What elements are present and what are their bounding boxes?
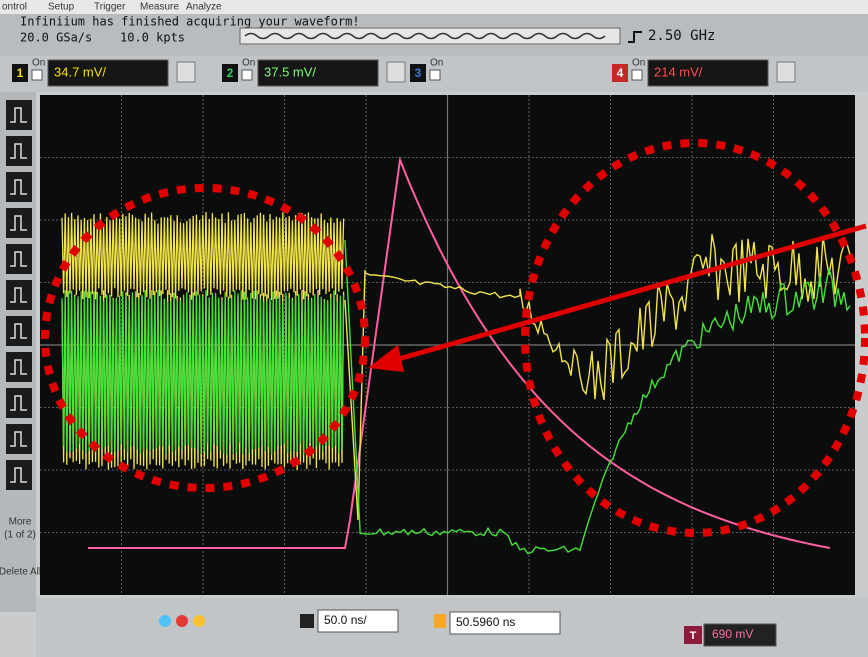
timebase-icon [300, 614, 314, 628]
menu-item[interactable]: Measure [140, 2, 179, 13]
side-button[interactable] [6, 424, 32, 454]
channel-scale: 214 mV/ [654, 64, 703, 79]
channel-scale: 34.7 mV/ [54, 64, 106, 79]
page: ontrol Setup Trigger Measure Analyze Infinii… [0, 0, 868, 657]
color-dot [159, 615, 171, 627]
channel-number: 4 [617, 66, 624, 80]
side-button[interactable] [6, 280, 32, 310]
more-button[interactable]: More [9, 517, 32, 528]
channel-checkbox[interactable] [242, 70, 252, 80]
side-icons [6, 100, 32, 490]
channel-controls: 1 On 34.7 mV/2 On 37.5 mV/3 On 4 On 214 mV/ [12, 58, 795, 86]
delay-icon [434, 614, 446, 628]
side-button[interactable] [6, 208, 32, 238]
waveform-overview [240, 28, 620, 44]
channel-number: 3 [415, 66, 422, 80]
oscilloscope-screen: ontrol Setup Trigger Measure Analyze Infinii… [0, 0, 868, 657]
side-button[interactable] [6, 316, 32, 346]
channel-state: On [430, 58, 443, 69]
sample-rate: 20.0 GSa/s [20, 31, 92, 45]
color-dot [193, 615, 205, 627]
trigger-level: 690 mV [712, 627, 753, 641]
timebase-scale: 50.0 ns/ [324, 613, 367, 627]
timebase-delay: 50.5960 ns [456, 615, 515, 629]
channel-scale: 37.5 mV/ [264, 64, 316, 79]
side-button[interactable] [6, 100, 32, 130]
menu-item[interactable]: ontrol [2, 2, 27, 13]
side-button[interactable] [6, 388, 32, 418]
side-button[interactable] [6, 244, 32, 274]
spin-button[interactable] [387, 62, 405, 82]
menu-item[interactable]: Setup [48, 2, 75, 13]
more-page: (1 of 2) [4, 530, 36, 541]
side-button[interactable] [6, 136, 32, 166]
menu-bar [0, 0, 868, 14]
menu-item[interactable]: Analyze [186, 2, 222, 13]
points: 10.0 kpts [120, 31, 185, 45]
channel-checkbox[interactable] [632, 70, 642, 80]
side-button[interactable] [6, 172, 32, 202]
delete-all-button[interactable]: Delete All [0, 567, 41, 578]
channel-state: On [242, 58, 255, 69]
side-button[interactable] [6, 352, 32, 382]
status-message: Infiniium has finished acquiring your wa… [20, 15, 360, 29]
channel-number: 2 [227, 66, 234, 80]
spin-button[interactable] [777, 62, 795, 82]
channel-number: 1 [17, 66, 24, 80]
channel-state: On [632, 58, 645, 69]
color-dot [176, 615, 188, 627]
bandwidth: 2.50 GHz [648, 28, 715, 44]
spin-button[interactable] [177, 62, 195, 82]
side-button[interactable] [6, 460, 32, 490]
menu-item[interactable]: Trigger [94, 2, 126, 13]
channel-state: On [32, 58, 45, 69]
channel-checkbox[interactable] [32, 70, 42, 80]
trigger-label: T [690, 630, 697, 642]
channel-checkbox[interactable] [430, 70, 440, 80]
